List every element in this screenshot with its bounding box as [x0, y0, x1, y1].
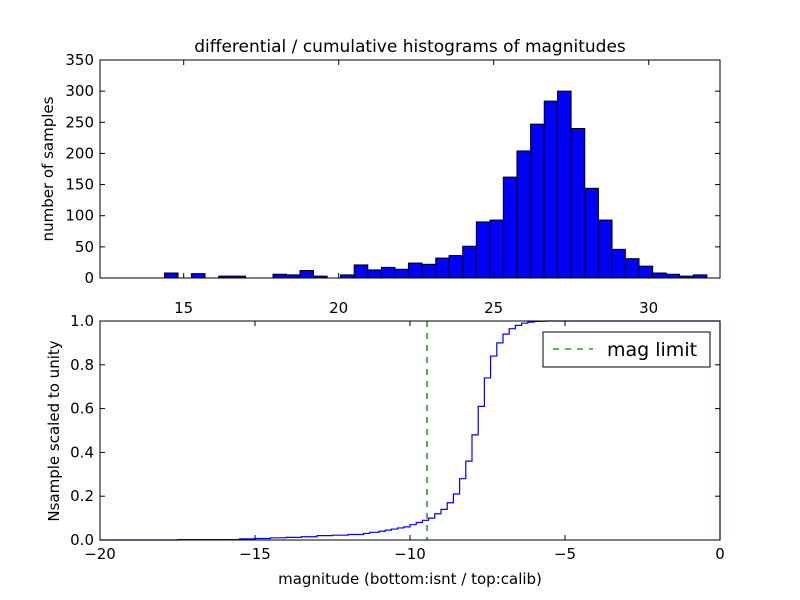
histogram-bar-23	[543, 100, 559, 279]
bottom-ytick-label: 0.2	[70, 487, 94, 505]
bottom-ytick-label: 0.4	[70, 443, 94, 461]
histogram-bar-21	[516, 150, 532, 279]
histogram-bar-16	[448, 255, 464, 279]
top-ytick-label: 300	[65, 82, 94, 100]
histogram-bar-22	[530, 123, 545, 279]
histogram-bar-31	[652, 272, 667, 279]
histogram-bar-26	[584, 187, 599, 279]
histogram-bar-29	[624, 258, 640, 279]
top-ytick-label: 0	[84, 269, 94, 287]
histogram-bar-14	[421, 263, 437, 279]
top-xtick-label: 25	[484, 299, 503, 317]
top-ytick-label: 200	[65, 144, 94, 162]
cumulative-step-line	[100, 320, 721, 541]
top-ytick-label: 100	[65, 207, 94, 225]
histogram-bar-15	[435, 257, 450, 279]
top-xtick-label: 15	[174, 299, 193, 317]
x-axis-label: magnitude (bottom:isnt / top:calib)	[278, 570, 542, 588]
cumulative-lines	[100, 320, 721, 541]
histogram-bar-27	[597, 219, 613, 279]
top-ytick-label: 50	[75, 238, 94, 256]
histogram-bar-13	[407, 262, 423, 279]
bottom-xtick-label: −20	[84, 545, 116, 563]
bottom-xtick-label: −5	[554, 545, 576, 563]
histogram-bar-24	[557, 90, 572, 279]
top-xtick-label: 20	[329, 299, 348, 317]
bottom-xtick-label: −10	[394, 545, 426, 563]
histogram-bar-10	[367, 269, 382, 279]
histogram-bar-28	[611, 248, 626, 279]
legend-mag-limit-label: mag limit	[607, 339, 697, 361]
histogram-bar-17	[462, 245, 477, 279]
histogram-bar-32	[665, 273, 681, 279]
histogram-bar-9	[353, 264, 369, 279]
top-ytick-label: 250	[65, 113, 94, 131]
bottom-ytick-label: 0.0	[70, 531, 94, 549]
histogram-bar-20	[502, 176, 518, 279]
bottom-axis-ticks: −20 −15 −10 −5 0 0.0 0.2 0.4 0.6 0.8 1.0	[70, 312, 725, 563]
histogram-bar-0	[163, 272, 179, 279]
histogram-bar-1	[190, 273, 206, 279]
bottom-xtick-label: −15	[239, 545, 271, 563]
bottom-ytick-label: 0.8	[70, 356, 94, 374]
histogram-bar-12	[394, 268, 409, 279]
bottom-ytick-label: 1.0	[70, 312, 94, 330]
top-ytick-label: 350	[65, 51, 94, 69]
histogram-bar-25	[570, 128, 586, 279]
bottom-xtick-label: 0	[715, 545, 725, 563]
top-ytick-label: 150	[65, 176, 94, 194]
bottom-y-axis-label: Nsample scaled to unity	[45, 340, 63, 521]
histogram-bar-6	[299, 270, 315, 279]
histogram-bar-19	[489, 219, 505, 279]
histogram-bar-30	[638, 265, 654, 279]
chart-title: differential / cumulative histograms of …	[194, 37, 626, 57]
top-axes-frame	[99, 59, 721, 279]
top-xtick-label: 30	[639, 299, 658, 317]
top-y-axis-label: number of samples	[39, 96, 57, 241]
legend: mag limit	[542, 331, 711, 368]
histogram-bar-18	[475, 221, 491, 279]
histogram-bar-4	[272, 273, 288, 279]
histogram-bar-11	[380, 266, 396, 279]
bottom-ytick-label: 0.6	[70, 400, 94, 418]
